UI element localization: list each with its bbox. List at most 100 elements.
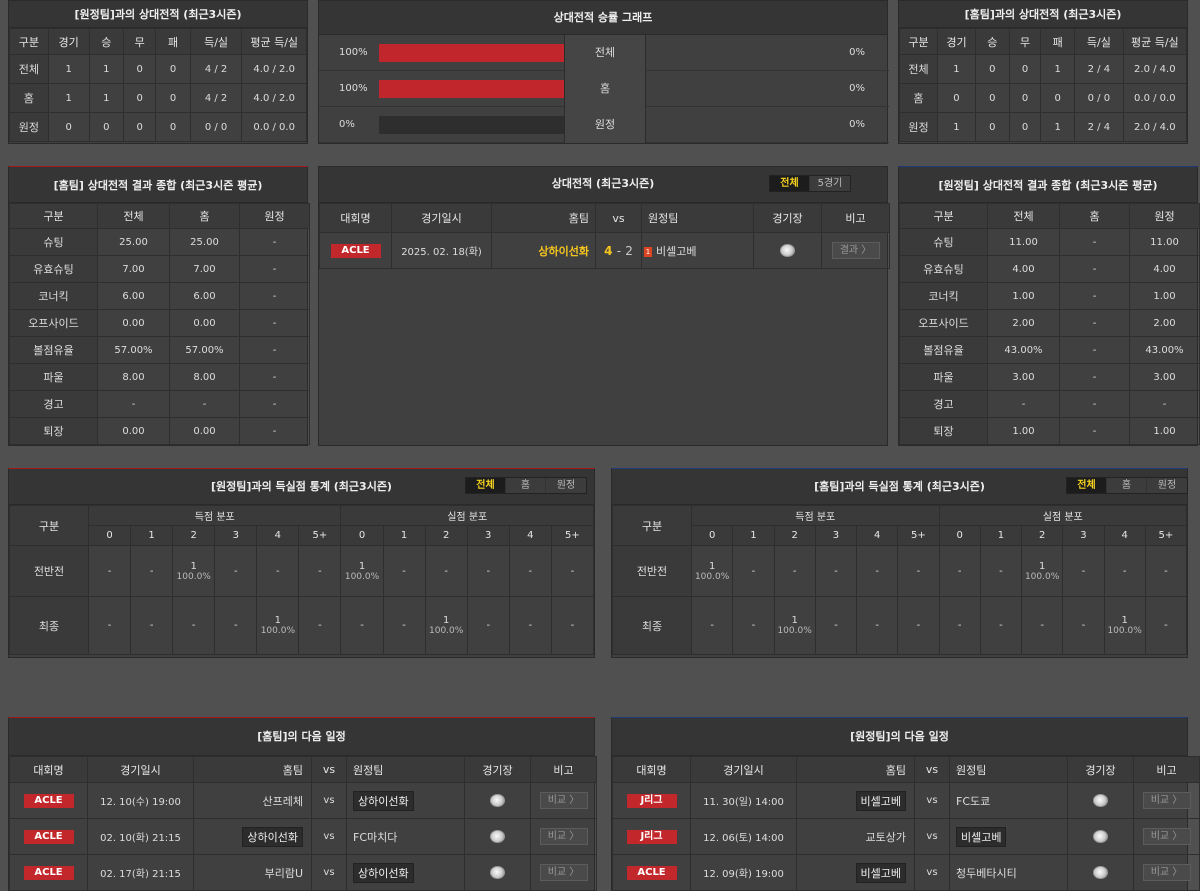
home-team[interactable]: 비셀고베 (855, 862, 906, 883)
col-league: 대회명 (9, 756, 88, 783)
tab-5games[interactable]: 5경기 (810, 176, 850, 191)
away-team[interactable]: FC도쿄 (956, 794, 991, 808)
home-team[interactable]: 부리람U (264, 866, 303, 880)
distribution-cell: - (814, 596, 858, 655)
away-summary-table: 구분 전체 홈 원정 슈팅 11.00-11.00 유효슈팅 4.00-4.00 코너킥 1.00… (899, 203, 1200, 445)
distribution-cell: - (855, 596, 899, 655)
tab-all[interactable]: 전체 (466, 478, 506, 493)
stat-value: 4.0 / 2.0 (241, 54, 307, 84)
away-team[interactable]: 청두베타시티 (956, 866, 1017, 880)
stat-value: - (239, 255, 310, 283)
distribution-cell: - (897, 596, 940, 655)
stat-value: 1 (1040, 112, 1076, 142)
vs-label: vs (914, 782, 950, 819)
stat-value: - (1059, 363, 1130, 391)
tab-home[interactable]: 홈 (1107, 478, 1147, 493)
goal-count-col: 0 (938, 525, 981, 546)
percent-value: 100.0% (176, 571, 211, 582)
goal-count-col: 2 (1020, 525, 1064, 546)
col-header: 경기 (936, 28, 976, 55)
tab-all[interactable]: 전체 (770, 176, 810, 191)
col-away: 원정팀 (641, 203, 754, 233)
stat-value: 0 (1040, 83, 1076, 113)
h2h-list-tabs: 전체 5경기 (769, 175, 851, 192)
next-home-schedule-panel: [홈팀]의 다음 일정 대회명 경기일시 홈팀 vs 원정팀 경기장 비고 ACLE 12. 1… (8, 717, 597, 891)
tab-home[interactable]: 홈 (506, 478, 546, 493)
away-team[interactable]: FC마치다 (353, 830, 398, 844)
stadium-ball-icon (1093, 830, 1108, 843)
left-bar-track (379, 44, 564, 62)
col-header: 원정 (239, 203, 310, 229)
right-bar-track (646, 44, 831, 62)
compare-button[interactable]: 비교 〉 (1142, 828, 1191, 845)
stat-value: 4 / 2 (189, 83, 243, 113)
row-label: 오프사이드 (9, 309, 98, 337)
count-value: 1 (708, 560, 716, 572)
h2h-home-panel: [홈팀]과의 상대전적 (최근3시즌) 구분 경기 승 무 패 득/실 평균 득/실 전체 1 0… (898, 0, 1188, 144)
stat-value: 4.0 / 2.0 (241, 83, 307, 113)
table-header-row: 구분 전체 홈 원정 (9, 203, 310, 229)
col-header: 홈 (169, 203, 240, 229)
h2h-list-title: 상대전적 (최근3시즌) (551, 177, 655, 190)
stat-value: 0 (936, 83, 976, 113)
goals-left-tabs: 전체 홈 원정 (465, 477, 587, 494)
vs-label: vs (311, 782, 347, 819)
compare-button[interactable]: 비교 〉 (539, 828, 588, 845)
row-label: 홈 (9, 83, 49, 113)
away-team[interactable]: 상하이선화 (353, 862, 414, 883)
col-header: 무 (1008, 28, 1042, 55)
goal-count-col: 2 (773, 525, 816, 546)
row-label: 오프사이드 (899, 309, 988, 337)
compare-button[interactable]: 비교 〉 (1142, 792, 1191, 809)
league-badge: J리그 (626, 793, 677, 808)
result-button[interactable]: 결과 〉 (831, 242, 880, 259)
row-label: 전반전 (612, 545, 692, 597)
compare-button[interactable]: 비교 〉 (539, 864, 588, 881)
stat-value: - (987, 390, 1060, 418)
stat-value: 3.00 (1129, 363, 1200, 391)
row-label: 슈팅 (899, 228, 988, 256)
table-row: 오프사이드 2.00-2.00 (899, 309, 1200, 337)
col-header: 승 (88, 28, 125, 55)
distribution-cell: - (508, 545, 552, 597)
home-team[interactable]: 비셀고베 (855, 790, 906, 811)
home-team[interactable]: 산프레체 (262, 794, 303, 808)
table-header-row: 구분 경기 승 무 패 득/실 평균 득/실 (899, 28, 1188, 55)
table-row: 파울 8.00 8.00- (9, 363, 310, 391)
goals-right-title: [홈팀]과의 득실점 통계 (최근3시즌) (814, 480, 985, 493)
count-value: 1 (791, 615, 798, 626)
stat-value: 1 (936, 54, 976, 84)
away-summary-panel: [원정팀] 상대전적 결과 종합 (최근3시즌 평균) 구분 전체 홈 원정 슈팅 11.… (898, 166, 1200, 446)
stat-value: 0 / 0 (189, 112, 243, 142)
match-date: 02. 10(화) 21:15 (87, 818, 194, 855)
distribution-cell: - (1062, 545, 1105, 597)
row-label: 슈팅 (9, 228, 98, 256)
right-bar-track (646, 80, 831, 98)
stat-value: 43.00% (987, 336, 1060, 364)
tab-away[interactable]: 원정 (1147, 478, 1187, 493)
goals-left-title: [원정팀]과의 득실점 통계 (최근3시즌) (211, 480, 392, 493)
stat-value: 1 (47, 83, 90, 113)
panel-title: [원정팀] 상대전적 결과 종합 (최근3시즌 평균) (899, 167, 1197, 203)
away-team[interactable]: 비셀고베 (656, 244, 697, 258)
row-label: 경고 (9, 390, 98, 418)
row-label: 볼점유율 (9, 336, 98, 364)
goal-count-col: 5+ (1144, 525, 1188, 546)
distribution-cell: - (382, 545, 426, 597)
tab-away[interactable]: 원정 (546, 478, 586, 493)
compare-button[interactable]: 비교 〉 (1142, 864, 1191, 881)
home-team[interactable]: 교토상가 (865, 830, 906, 844)
tab-all[interactable]: 전체 (1067, 478, 1107, 493)
table-row: 전반전 1 100.0% - - - - - - -1 100.0% - - - (612, 545, 1188, 597)
compare-button[interactable]: 비교 〉 (539, 792, 588, 809)
count-value: 1 (274, 615, 282, 626)
distribution-cell: - (508, 596, 552, 655)
home-team[interactable]: 상하이선화 (491, 232, 596, 269)
row-label: 원정 (9, 112, 49, 142)
away-team[interactable]: 비셀고베 (956, 826, 1007, 847)
home-team[interactable]: 상하이선화 (242, 826, 303, 847)
col-header: 전체 (987, 203, 1060, 229)
table-row: 코너킥 1.00-1.00 (899, 282, 1200, 310)
stat-value: - (239, 417, 310, 445)
away-team[interactable]: 상하이선화 (353, 790, 414, 811)
